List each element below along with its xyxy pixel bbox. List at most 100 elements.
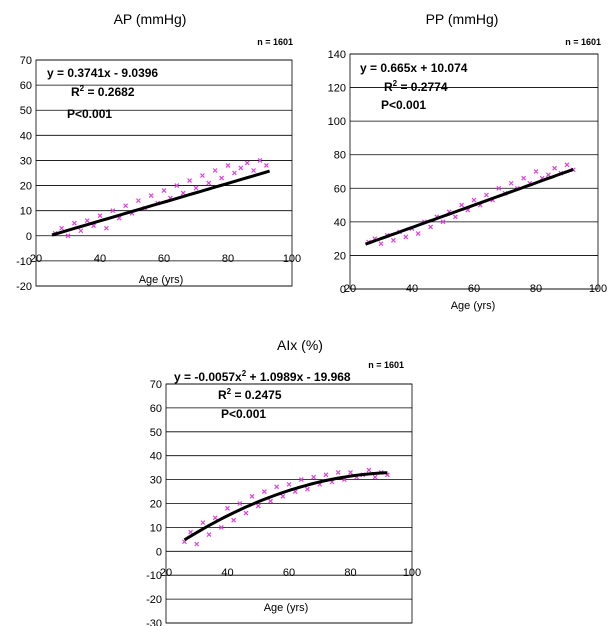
data-point bbox=[135, 198, 141, 204]
data-point bbox=[200, 520, 206, 526]
y-tick-label: 0 bbox=[340, 284, 346, 296]
data-point bbox=[257, 158, 263, 163]
data-point bbox=[348, 470, 353, 475]
data-point bbox=[496, 185, 502, 191]
data-point bbox=[194, 541, 200, 547]
data-point bbox=[243, 510, 249, 516]
y-tick-label: 40 bbox=[20, 130, 32, 142]
n-label: n = 1601 bbox=[368, 360, 404, 370]
y-tick-label: 70 bbox=[20, 55, 32, 67]
x-axis-label: Age (yrs) bbox=[139, 274, 184, 286]
y-tick-label: 60 bbox=[20, 80, 32, 92]
data-point bbox=[103, 225, 109, 231]
data-point bbox=[483, 192, 489, 198]
y-tick-label: -10 bbox=[16, 256, 32, 268]
data-point bbox=[97, 213, 103, 219]
data-point bbox=[238, 165, 244, 171]
y-tick-label: -20 bbox=[146, 594, 162, 606]
data-point bbox=[274, 484, 280, 490]
data-point bbox=[286, 481, 292, 487]
data-point bbox=[390, 237, 396, 243]
data-point bbox=[218, 524, 224, 530]
data-point bbox=[161, 188, 167, 194]
y-tick-label: 50 bbox=[150, 427, 162, 439]
data-point bbox=[372, 474, 378, 480]
p-value: P<0.001 bbox=[67, 107, 112, 121]
n-label: n = 1601 bbox=[565, 37, 601, 47]
x-tick-label: 80 bbox=[222, 253, 234, 265]
data-point bbox=[187, 178, 193, 183]
data-point bbox=[231, 170, 237, 176]
x-tick-label: 100 bbox=[589, 283, 607, 295]
x-tick-label: 60 bbox=[283, 567, 295, 579]
regression-line bbox=[51, 169, 271, 237]
x-tick-label: 80 bbox=[530, 283, 542, 295]
regression-curve bbox=[183, 471, 388, 542]
chart-title: AIx (%) bbox=[277, 337, 323, 353]
y-tick-label: 70 bbox=[150, 379, 162, 391]
y-tick-label: 100 bbox=[328, 116, 346, 128]
data-point bbox=[193, 185, 199, 191]
y-tick-label: 50 bbox=[20, 105, 32, 117]
x-axis-label: Age (yrs) bbox=[451, 300, 496, 312]
y-tick-label: 40 bbox=[334, 217, 346, 229]
data-point bbox=[84, 218, 90, 224]
y-tick-label: 60 bbox=[334, 183, 346, 195]
fit-equation: y = 0.665x + 10.074 bbox=[360, 61, 468, 75]
data-point bbox=[564, 162, 570, 168]
data-point bbox=[231, 517, 237, 523]
r-squared: R2 = 0.2475 bbox=[218, 387, 282, 402]
x-tick-label: 20 bbox=[344, 283, 356, 295]
data-point bbox=[110, 208, 116, 214]
y-tick-label: -20 bbox=[16, 281, 32, 293]
y-tick-label: 80 bbox=[334, 150, 346, 162]
y-tick-label: 30 bbox=[20, 155, 32, 167]
n-label: n = 1601 bbox=[257, 37, 293, 47]
x-tick-label: 20 bbox=[160, 567, 172, 579]
data-point bbox=[261, 489, 267, 494]
y-tick-label: 10 bbox=[150, 522, 162, 534]
chart-title: PP (mmHg) bbox=[426, 11, 499, 27]
data-point bbox=[123, 203, 129, 209]
y-tick-label: -10 bbox=[146, 570, 162, 582]
fit-equation: y = -0.0057x2 + 1.0989x - 19.968 bbox=[174, 369, 351, 384]
p-value: P<0.001 bbox=[381, 98, 426, 112]
x-tick-label: 80 bbox=[344, 567, 356, 579]
data-point bbox=[521, 175, 527, 181]
x-tick-label: 60 bbox=[468, 283, 480, 295]
data-point bbox=[298, 477, 304, 483]
data-point bbox=[403, 234, 409, 240]
y-tick-label: 0 bbox=[26, 231, 32, 243]
data-point bbox=[59, 225, 65, 231]
data-point bbox=[440, 219, 446, 225]
y-tick-label: 140 bbox=[328, 49, 346, 61]
regression-line bbox=[364, 167, 574, 246]
data-point bbox=[471, 197, 477, 203]
data-point bbox=[212, 168, 218, 173]
data-point bbox=[323, 472, 329, 478]
x-tick-label: 40 bbox=[94, 253, 106, 265]
x-tick-label: 100 bbox=[283, 253, 301, 265]
x-tick-label: 60 bbox=[158, 253, 170, 265]
r-squared: R2 = 0.2774 bbox=[384, 79, 448, 94]
data-point bbox=[415, 231, 421, 237]
x-axis-label: Age (yrs) bbox=[264, 602, 309, 614]
y-tick-label: 0 bbox=[156, 546, 162, 558]
y-tick-label: -30 bbox=[146, 618, 162, 626]
data-point bbox=[552, 165, 558, 171]
data-point bbox=[71, 220, 77, 226]
data-point bbox=[305, 486, 310, 492]
data-point bbox=[244, 160, 250, 166]
data-point bbox=[378, 241, 384, 247]
data-point bbox=[263, 163, 269, 168]
chart-title: AP (mmHg) bbox=[114, 11, 187, 27]
data-point bbox=[452, 214, 458, 220]
data-point bbox=[78, 228, 84, 234]
data-point bbox=[148, 193, 154, 199]
data-point bbox=[206, 180, 212, 186]
aix-chart: AIx (%) n = 1601 -30 -20 -10 0 10 20 30 40 50 60 7… bbox=[146, 337, 421, 626]
data-point bbox=[174, 183, 180, 188]
data-point bbox=[237, 501, 243, 506]
y-tick-label: 60 bbox=[150, 403, 162, 415]
